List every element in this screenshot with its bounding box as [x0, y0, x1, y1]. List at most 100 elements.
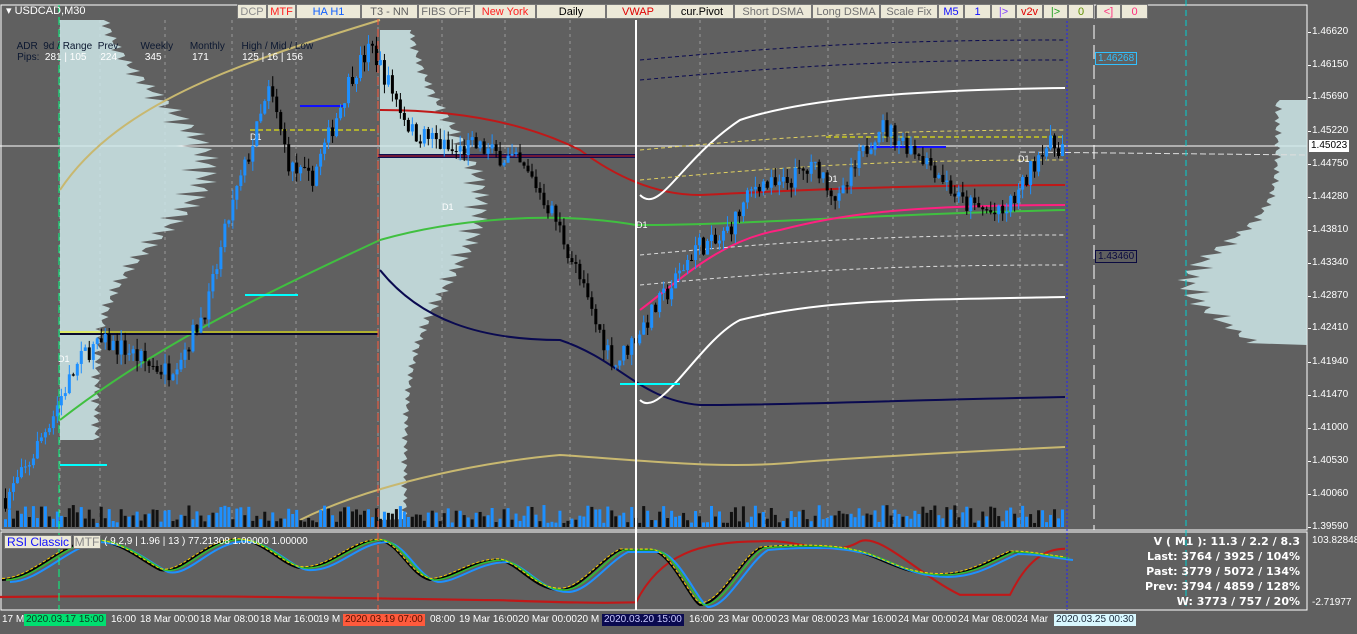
- rsi-classic-button[interactable]: RSI Classic: [4, 535, 72, 549]
- toolbar-button-vwap[interactable]: VWAP: [606, 4, 670, 19]
- volume-bar: [95, 522, 99, 527]
- volume-bar: [123, 515, 127, 527]
- candle-down: [570, 258, 574, 263]
- candle-up: [111, 340, 115, 351]
- candle-down: [482, 141, 486, 154]
- volume-bar: [961, 512, 965, 527]
- upper-band-line: [639, 87, 1066, 201]
- toolbar-button-curpivot[interactable]: cur.Pivot: [670, 4, 734, 19]
- toolbar-button-t3nn[interactable]: T3 - NN: [361, 4, 418, 19]
- candle-down: [159, 371, 163, 375]
- volume-bar: [275, 521, 279, 527]
- volume-bar: [63, 517, 67, 527]
- candle-down: [438, 139, 442, 149]
- volume-bar: [737, 521, 741, 527]
- candle-down: [797, 167, 801, 169]
- candle-up: [119, 340, 123, 355]
- volume-bar: [502, 509, 506, 527]
- volume-bar: [131, 515, 135, 527]
- volume-bar: [482, 516, 486, 527]
- toolbar-button-symbol[interactable]: |>: [1043, 4, 1068, 19]
- volume-bar: [929, 510, 933, 527]
- time-label: 20 Mar 00:00: [518, 614, 577, 625]
- toolbar-button-0[interactable]: 0: [1068, 4, 1094, 19]
- candle-down: [574, 262, 578, 264]
- volume-bar: [438, 521, 442, 527]
- candle-up: [47, 428, 51, 433]
- toolbar-button-v2v[interactable]: v2v: [1016, 4, 1043, 19]
- price-label: 1.45220: [1312, 124, 1349, 136]
- candle-up: [79, 350, 83, 364]
- toolbar-button-symbol[interactable]: <]: [1096, 4, 1121, 19]
- candle-up: [91, 344, 95, 360]
- time-marker-tag: 2020.03.19 07:00: [343, 614, 425, 626]
- time-label: 18 Mar 16:00: [260, 614, 319, 625]
- time-label: 23 Mar 08:00: [778, 614, 837, 625]
- toolbar-button-1[interactable]: 1: [964, 4, 991, 19]
- candle-up: [506, 155, 510, 163]
- candle-down: [801, 168, 805, 171]
- adr-header: ADR 9d / Range Prev Weekly Monthly High …: [6, 30, 314, 63]
- volume-bar: [51, 518, 55, 527]
- toolbar-button-newyork[interactable]: New York: [474, 4, 536, 19]
- toolbar-button-0[interactable]: 0: [1121, 4, 1148, 19]
- time-label: 08:00: [430, 614, 456, 625]
- yellow-lower-line: [299, 446, 1066, 521]
- candle-down: [626, 345, 630, 355]
- candle-down: [283, 129, 287, 145]
- volume-bar: [845, 514, 849, 527]
- candle-up: [781, 177, 785, 182]
- volume-bar: [789, 511, 793, 527]
- rsi-mtf-button[interactable]: MTF: [73, 535, 101, 549]
- volume-bar: [861, 515, 865, 527]
- volume-bar: [402, 511, 406, 527]
- candle-up: [721, 230, 725, 241]
- candle-up: [809, 161, 813, 174]
- volume-bar: [690, 522, 694, 527]
- candle-down: [518, 152, 522, 163]
- volume-bar: [741, 506, 745, 527]
- toolbar-button-scalefix[interactable]: Scale Fix: [880, 4, 938, 19]
- toolbar-button-symbol[interactable]: |>: [991, 4, 1016, 19]
- toolbar-button-hah1[interactable]: HA H1: [296, 4, 361, 19]
- volume-bar: [781, 520, 785, 527]
- volume-bar: [1053, 509, 1057, 527]
- candle-up: [937, 174, 941, 178]
- rsi-scale-min: -2.71977: [1312, 597, 1352, 608]
- candle-down: [1025, 177, 1029, 186]
- time-label: 23 Mar 16:00: [838, 614, 897, 625]
- toolbar-button-shortdsma[interactable]: Short DSMA: [734, 4, 812, 19]
- volume-stat-row: Last: 3764 / 3925 / 104%: [1147, 550, 1300, 564]
- volume-bar: [877, 521, 881, 527]
- candle-down: [594, 308, 598, 325]
- candle-down: [690, 260, 694, 262]
- toolbar-button-daily[interactable]: Daily: [536, 4, 606, 19]
- toolbar-button-m5[interactable]: M5: [938, 4, 964, 19]
- stat-value: 11.3 / 2.2 / 8.3: [1210, 535, 1300, 548]
- candle-down: [566, 244, 570, 259]
- candle-down: [977, 203, 981, 208]
- volume-bar: [769, 507, 773, 527]
- price-label: 1.39590: [1312, 521, 1349, 532]
- candle-up: [259, 113, 263, 122]
- volume-bar: [745, 522, 749, 527]
- candle-down: [474, 137, 478, 149]
- candle-down: [973, 197, 977, 204]
- toolbar-button-mtf[interactable]: MTF: [267, 4, 296, 19]
- candle-up: [710, 234, 714, 241]
- volume-bar: [757, 513, 761, 527]
- symbol-label[interactable]: ▾ USDCAD,M30: [6, 5, 86, 17]
- volume-bar: [39, 506, 43, 527]
- volume-bar: [458, 510, 462, 527]
- candle-down: [1057, 148, 1061, 157]
- volume-bar: [119, 509, 123, 527]
- volume-bar: [522, 515, 526, 527]
- toolbar-button-fibsoff[interactable]: FIBS OFF: [418, 4, 474, 19]
- volume-bar: [558, 510, 562, 527]
- volume-bar: [849, 513, 853, 527]
- candle-up: [235, 186, 239, 200]
- volume-bar: [498, 518, 502, 527]
- toolbar-button-dcp[interactable]: DCP: [237, 4, 267, 19]
- toolbar-button-longdsma[interactable]: Long DSMA: [812, 4, 880, 19]
